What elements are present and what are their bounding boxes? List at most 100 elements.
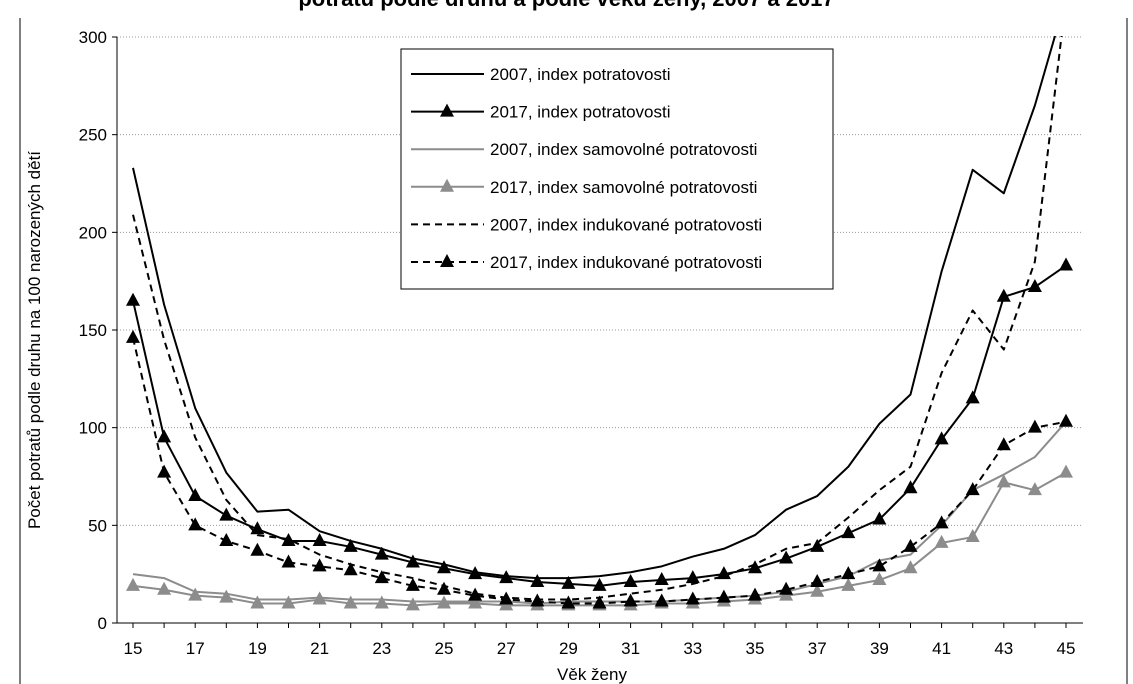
data-point	[965, 529, 980, 543]
legend-entry: 2007, index samovolné potratovosti	[490, 140, 757, 159]
legend-marker	[440, 103, 454, 117]
data-point	[561, 575, 576, 589]
series-layer	[126, 36, 1073, 611]
x-tick-label: 23	[372, 639, 391, 658]
data-point	[841, 566, 856, 580]
series-line	[132, 337, 1067, 605]
axes: 0 50 100 150 200 250 300 15 17 19 21 23 25 27 29 31 33 35…	[25, 28, 1083, 684]
series-2	[126, 257, 1073, 591]
data-point	[779, 550, 794, 564]
data-point	[996, 288, 1011, 302]
data-point	[903, 480, 918, 494]
series-6	[126, 329, 1073, 609]
data-point	[312, 558, 327, 572]
data-point	[437, 560, 451, 574]
x-tick-label: 45	[1057, 639, 1076, 658]
x-tick-label: 15	[124, 639, 143, 658]
data-point	[934, 431, 949, 445]
legend: 2007, index potratovosti 2017, index potr…	[400, 48, 834, 290]
data-point	[374, 546, 389, 560]
series-1	[132, 36, 1057, 580]
x-tick-label: 41	[932, 639, 951, 658]
data-point	[250, 542, 265, 556]
data-point	[872, 572, 887, 586]
legend-marker	[440, 178, 454, 192]
data-point	[623, 573, 638, 587]
data-point	[934, 515, 949, 529]
data-point	[623, 593, 638, 607]
x-tick-label: 43	[994, 639, 1013, 658]
data-point	[188, 517, 203, 531]
data-point	[716, 589, 731, 603]
data-point	[685, 570, 700, 584]
x-tick-label: 21	[310, 639, 329, 658]
data-point	[157, 581, 172, 595]
data-point	[592, 595, 607, 609]
data-point	[250, 595, 265, 609]
data-point	[561, 595, 576, 609]
data-point	[592, 577, 607, 591]
data-point	[499, 570, 514, 584]
data-point	[810, 538, 825, 552]
data-point	[996, 474, 1011, 488]
data-point	[281, 595, 296, 609]
data-point	[1027, 482, 1042, 496]
data-point	[126, 577, 140, 591]
data-point	[126, 292, 140, 306]
data-point	[810, 573, 825, 587]
data-point	[157, 464, 172, 478]
y-tick-label: 200	[79, 223, 107, 242]
data-point	[405, 597, 420, 611]
legend-entry: 2017, index indukované potratovosti	[490, 253, 762, 272]
data-point	[1059, 464, 1073, 478]
data-point	[188, 488, 203, 502]
data-point	[810, 583, 825, 597]
data-point	[685, 591, 700, 605]
x-tick-label: 39	[870, 639, 889, 658]
plot-frame	[19, 18, 1128, 684]
data-point	[437, 581, 451, 595]
data-point	[748, 560, 762, 574]
x-tick-label: 27	[497, 639, 516, 658]
x-tick-label: 37	[808, 639, 827, 658]
data-point	[965, 390, 980, 404]
data-point	[934, 534, 949, 548]
data-point	[841, 525, 856, 539]
legend-entry: 2017, index samovolné potratovosti	[490, 178, 757, 197]
data-point	[872, 558, 887, 572]
legend-entry: 2007, index potratovosti	[490, 65, 671, 84]
data-point	[219, 589, 234, 603]
data-point	[126, 329, 140, 343]
data-point	[343, 538, 358, 552]
data-point	[437, 595, 451, 609]
data-point	[157, 429, 172, 443]
data-point	[499, 591, 514, 605]
data-point	[530, 593, 545, 607]
x-tick-label: 33	[683, 639, 702, 658]
x-tick-label: 25	[435, 639, 454, 658]
data-point	[872, 511, 887, 525]
data-point	[281, 532, 296, 546]
data-point	[530, 573, 545, 587]
data-point	[779, 581, 794, 595]
x-tick-label: 19	[248, 639, 267, 658]
data-point	[374, 595, 389, 609]
x-tick-label: 17	[186, 639, 205, 658]
data-point	[903, 538, 918, 552]
data-point	[468, 566, 483, 580]
series-line	[132, 36, 1057, 580]
data-point	[1027, 419, 1042, 433]
data-point	[468, 587, 483, 601]
data-point	[312, 591, 327, 605]
x-tick-label: 35	[746, 639, 765, 658]
data-point	[748, 587, 762, 601]
data-point	[374, 570, 389, 584]
legend-entry: 2007, index indukované potratovosti	[490, 215, 762, 234]
x-tick-label: 29	[559, 639, 578, 658]
legend-box	[400, 48, 834, 290]
data-point	[281, 554, 296, 568]
y-axis-title: Počet potratů podle druhu na 100 narozen…	[25, 151, 44, 529]
y-tick-label: 250	[79, 126, 107, 145]
data-point	[219, 532, 234, 546]
